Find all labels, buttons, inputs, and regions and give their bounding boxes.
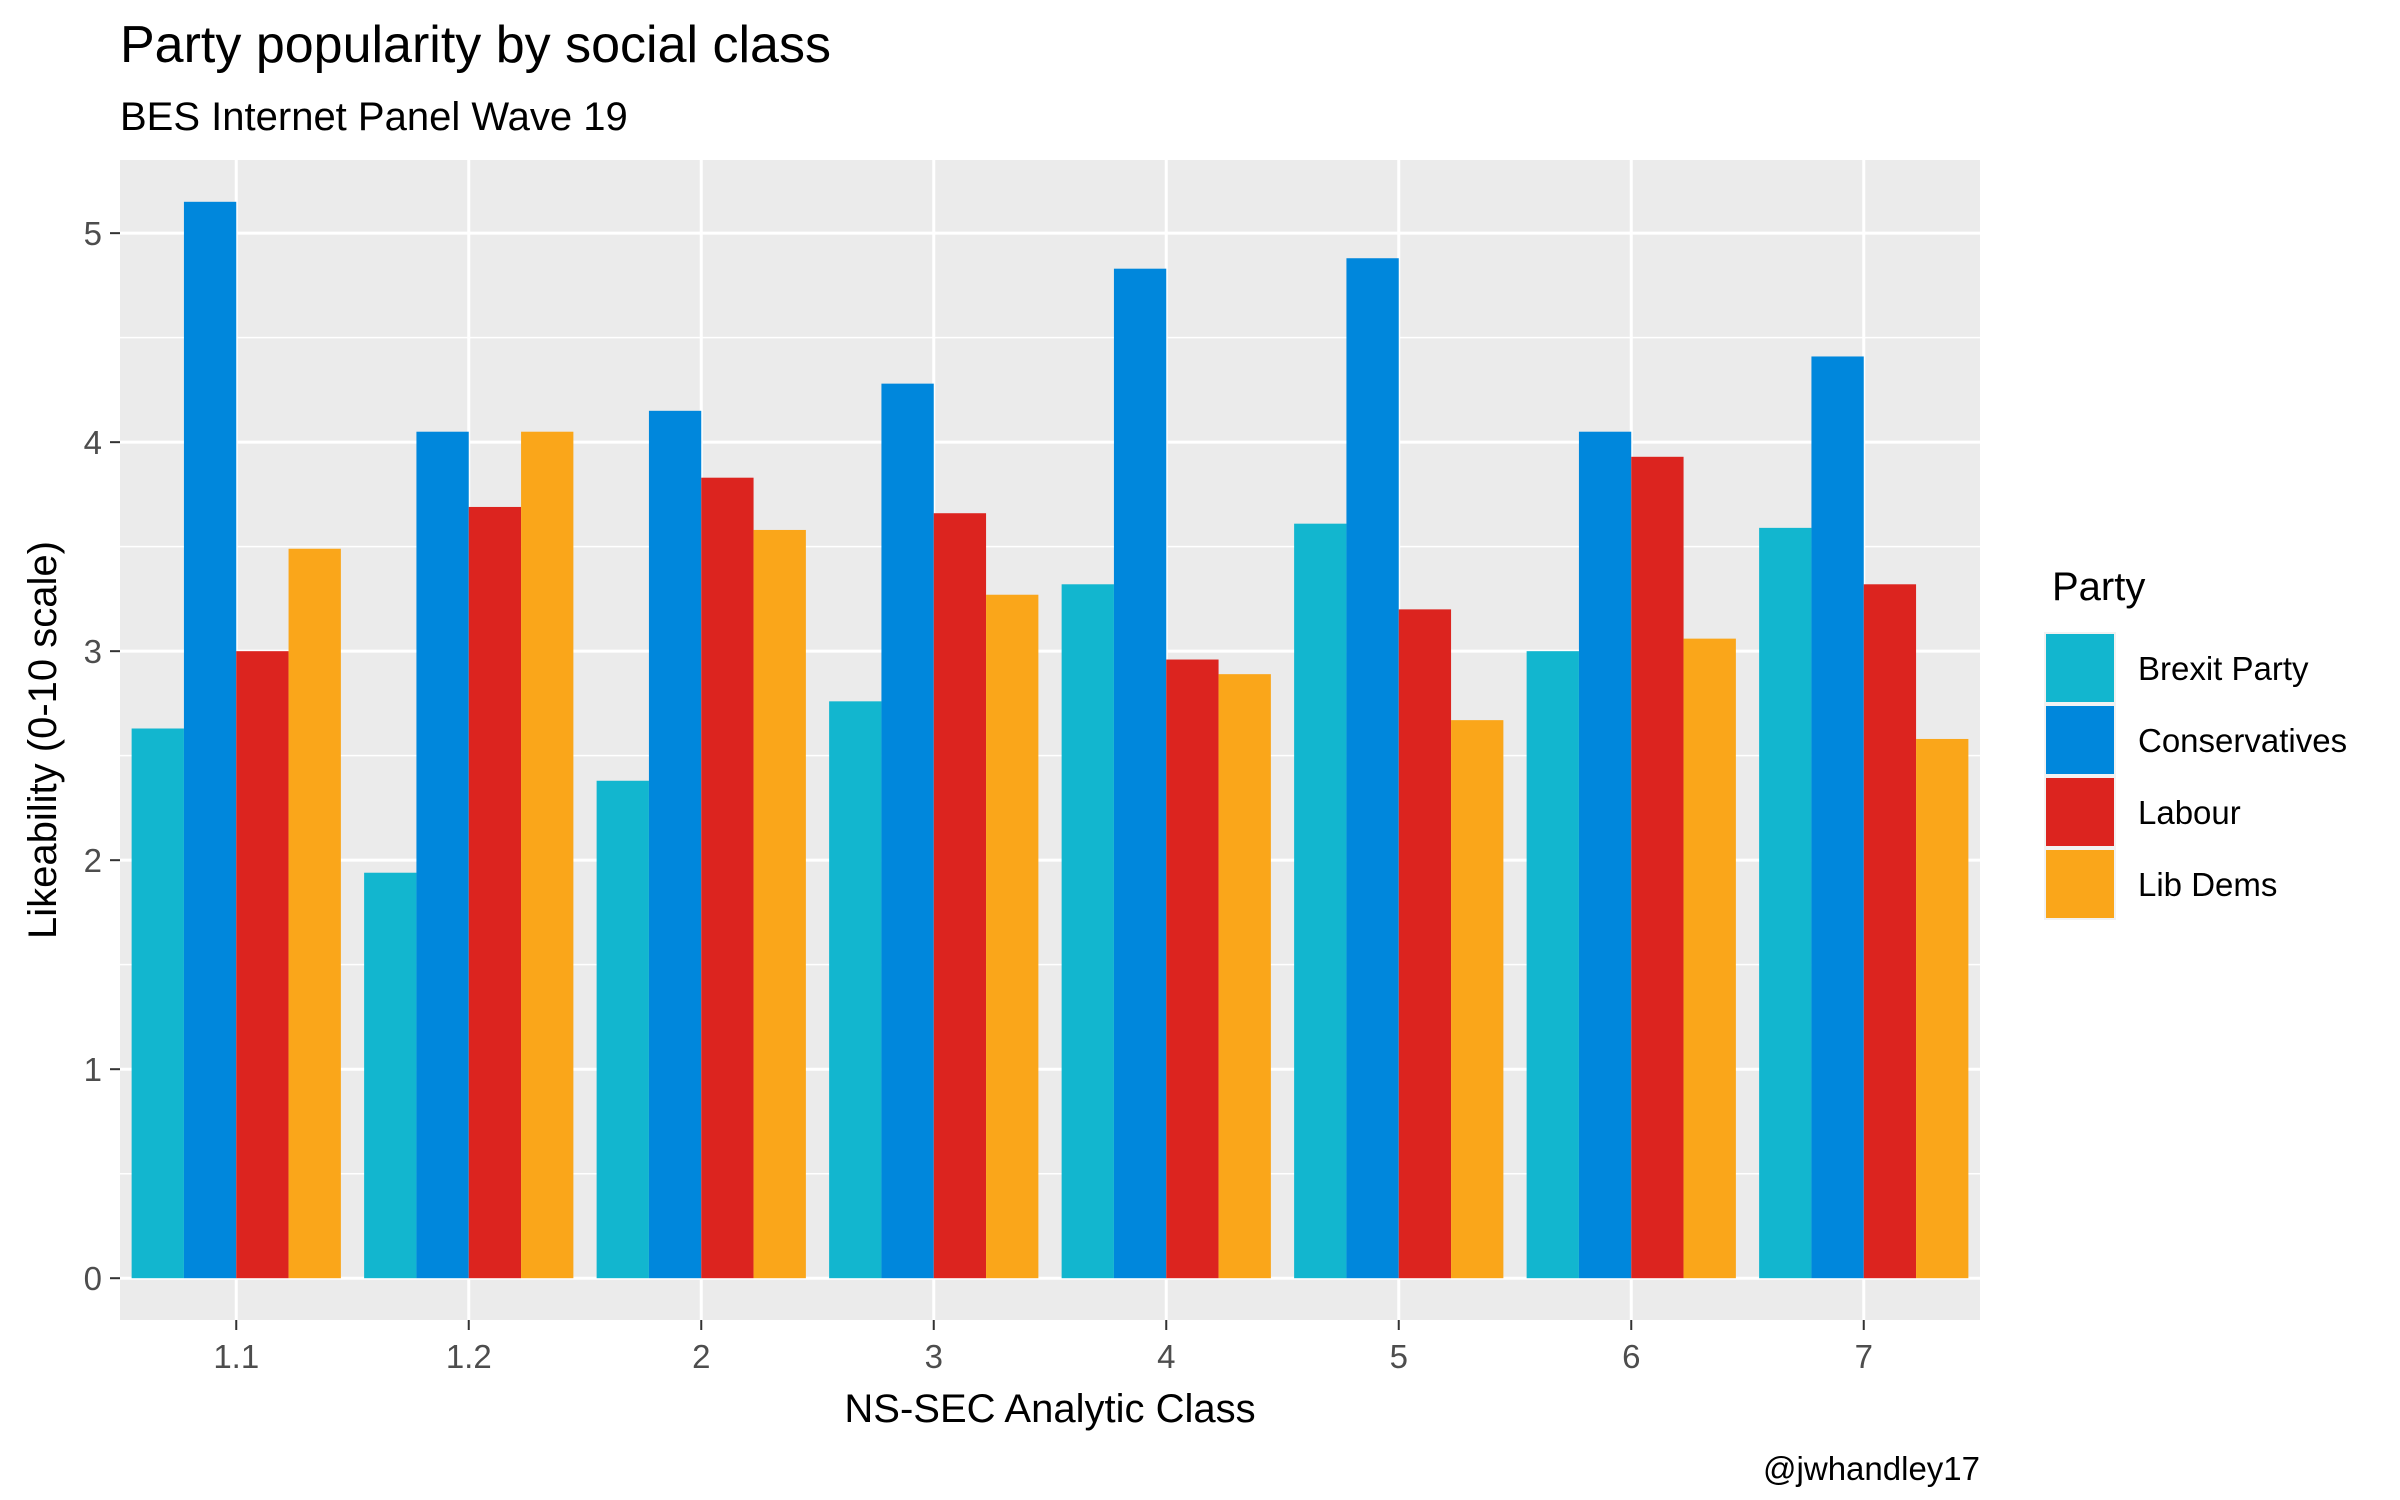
bar-lib-dems: [288, 548, 341, 1279]
y-tick-label: 5: [84, 215, 102, 252]
bar-labour: [701, 477, 754, 1279]
x-tick-label: 1.2: [446, 1338, 492, 1375]
bar-labour: [236, 651, 289, 1279]
bar-conservatives: [648, 410, 702, 1279]
x-tick-label: 3: [925, 1338, 943, 1375]
bar-conservatives: [1578, 431, 1632, 1279]
bar-conservatives: [881, 383, 934, 1279]
legend-swatch: [2046, 778, 2114, 846]
y-tick-label: 2: [84, 842, 102, 879]
bar-lib-dems: [986, 594, 1039, 1279]
bar-conservatives: [183, 201, 237, 1279]
bar-conservatives: [1346, 258, 1399, 1279]
legend-label: Conservatives: [2138, 722, 2347, 759]
x-tick-label: 2: [692, 1338, 710, 1375]
bar-conservatives: [1811, 356, 1864, 1279]
legend-title: Party: [2052, 565, 2145, 609]
legend-label: Brexit Party: [2138, 650, 2309, 687]
bar-brexit-party: [1759, 527, 1812, 1279]
bar-brexit-party: [829, 701, 882, 1279]
bar-lib-dems: [1218, 674, 1271, 1279]
legend-swatch: [2046, 850, 2114, 918]
bar-labour: [1863, 584, 1917, 1279]
bar-labour: [468, 506, 522, 1279]
bar-lib-dems: [1916, 738, 1969, 1279]
y-tick-label: 0: [84, 1260, 102, 1297]
bar-labour: [1166, 659, 1219, 1279]
legend-label: Lib Dems: [2138, 866, 2277, 903]
y-axis-title: Likeability (0-10 scale): [21, 541, 65, 939]
chart-subtitle: BES Internet Panel Wave 19: [120, 95, 628, 139]
x-tick-label: 6: [1622, 1338, 1640, 1375]
y-axis: 0 1 2 3 4 5: [84, 215, 120, 1297]
bar-brexit-party: [1526, 651, 1579, 1279]
x-tick-label: 4: [1157, 1338, 1175, 1375]
legend-label: Labour: [2138, 794, 2241, 831]
bar-lib-dems: [1683, 638, 1736, 1279]
y-tick-label: 1: [84, 1051, 102, 1088]
bar-labour: [933, 513, 987, 1279]
bar-brexit-party: [596, 780, 649, 1279]
legend-swatch: [2046, 634, 2114, 702]
y-tick-label: 4: [84, 424, 102, 461]
x-axis: 1.1 1.2 2 3 4 5 6 7: [213, 1320, 1873, 1375]
bars: [131, 201, 1969, 1279]
legend-swatch: [2046, 706, 2114, 774]
bar-brexit-party: [1061, 584, 1114, 1279]
chart-title: Party popularity by social class: [120, 16, 831, 74]
bar-lib-dems: [521, 431, 574, 1279]
x-tick-label: 7: [1855, 1338, 1873, 1375]
bar-brexit-party: [364, 872, 417, 1279]
x-axis-title: NS-SEC Analytic Class: [844, 1387, 1255, 1431]
bar-conservatives: [1113, 268, 1167, 1279]
bar-labour: [1398, 609, 1452, 1279]
bar-labour: [1631, 456, 1684, 1279]
x-tick-label: 5: [1390, 1338, 1408, 1375]
bar-lib-dems: [1451, 720, 1504, 1279]
bar-brexit-party: [1294, 523, 1347, 1279]
y-tick-label: 3: [84, 633, 102, 670]
bar-conservatives: [416, 431, 469, 1279]
caption: @jwhandley17: [1763, 1450, 1980, 1487]
bar-lib-dems: [753, 529, 806, 1279]
x-tick-label: 1.1: [213, 1338, 259, 1375]
bar-brexit-party: [131, 728, 184, 1279]
legend: Party Brexit Party Conservatives Labour Lib…: [2044, 565, 2347, 920]
